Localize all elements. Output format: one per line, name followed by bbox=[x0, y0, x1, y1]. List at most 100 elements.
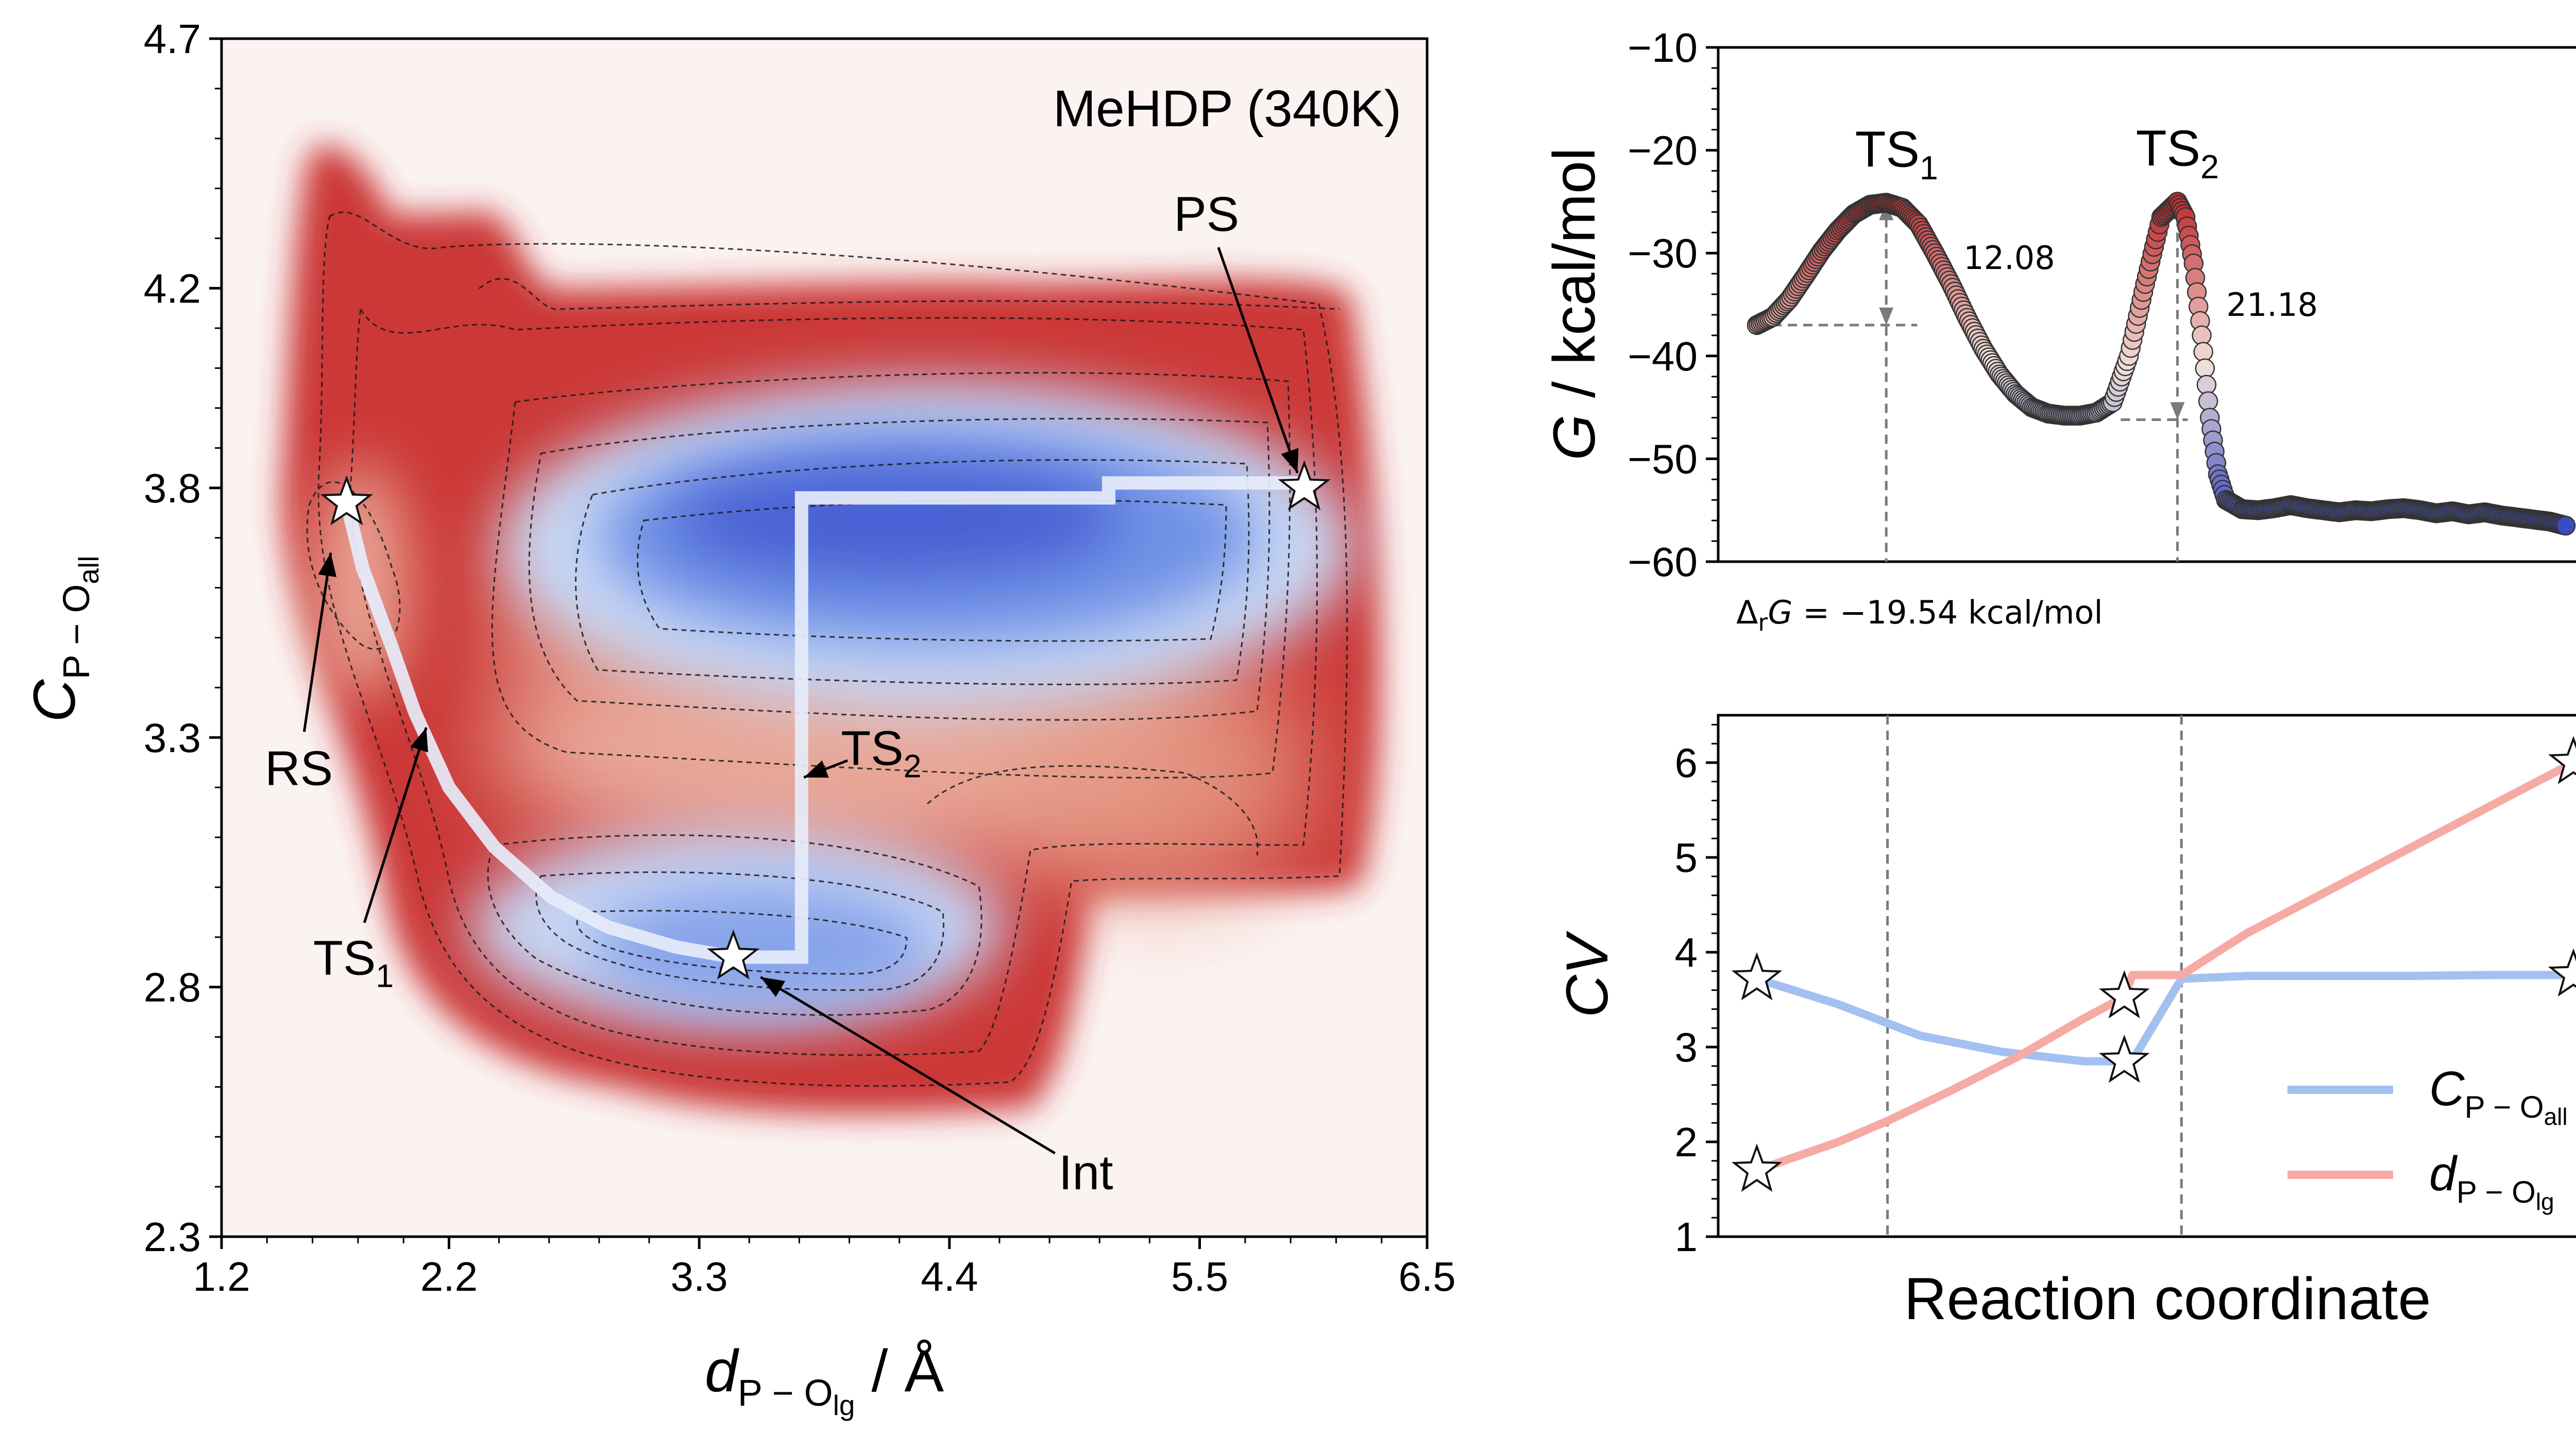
legend-label: dP − Olg bbox=[2429, 1146, 2554, 1215]
mfep-path bbox=[340, 476, 1304, 964]
legend-label-sub: P − O bbox=[2456, 1175, 2536, 1209]
barrier-label: 12.08 bbox=[1963, 239, 2055, 277]
annotation-arrowhead bbox=[318, 552, 337, 577]
ts-label-main: TS bbox=[2136, 120, 2200, 176]
fes-x-tick-label: 1.2 bbox=[193, 1254, 250, 1300]
annotation-label: PS bbox=[1174, 187, 1239, 242]
annotation-arrow bbox=[363, 727, 428, 923]
ts-label-sub: 1 bbox=[1920, 149, 1938, 187]
legend-label-main: C bbox=[2429, 1061, 2465, 1116]
annotation-label-main: RS bbox=[265, 741, 333, 796]
profile-y-tick-label: −50 bbox=[1628, 436, 1698, 482]
annotation-arrow bbox=[1217, 247, 1299, 474]
profile-ts-labels: TS1 TS2 bbox=[1855, 120, 2219, 186]
cv-star bbox=[2098, 1034, 2150, 1083]
fes-x-tick-label: 4.4 bbox=[921, 1254, 978, 1300]
ts-label: TS1 bbox=[1855, 121, 1938, 187]
cv-y-tick-label: 5 bbox=[1675, 835, 1698, 881]
basin-star bbox=[1278, 460, 1331, 511]
annotation-label-sub: 1 bbox=[376, 958, 394, 994]
cv-y-tick-label: 6 bbox=[1675, 740, 1698, 786]
annotation-arrowhead bbox=[760, 977, 786, 997]
cv-star bbox=[2548, 948, 2576, 997]
cv-stars bbox=[1731, 736, 2576, 1192]
annotation-arrow bbox=[302, 552, 332, 732]
barrier-arrow-down bbox=[1879, 307, 1894, 325]
profile-barrier-guides: 12.08 21.18 bbox=[1757, 201, 2318, 562]
ts-label: TS2 bbox=[2136, 120, 2219, 186]
cv-y-tick-label: 1 bbox=[1675, 1214, 1698, 1260]
fes-x-tick-label: 5.5 bbox=[1171, 1254, 1228, 1300]
ts-label-main: TS bbox=[1855, 121, 1920, 177]
profile-point bbox=[2198, 391, 2218, 411]
profile-point bbox=[2195, 358, 2215, 379]
profile-y-tick-label: −20 bbox=[1628, 128, 1698, 174]
legend-label-subsub: lg bbox=[2536, 1188, 2554, 1215]
fes-x-tick-label: 2.2 bbox=[420, 1254, 478, 1300]
annotation-label-main: Int bbox=[1059, 1145, 1113, 1200]
profile-y-tick-label: −30 bbox=[1628, 230, 1698, 276]
annotation-label: TS2 bbox=[841, 721, 921, 785]
fes-contours bbox=[306, 211, 1348, 1087]
cv-frame bbox=[1717, 714, 2576, 1238]
cv-xlabel: Reaction coordinate bbox=[1904, 1266, 2431, 1332]
cv-series-line bbox=[1755, 971, 2573, 1066]
annotation-arrowhead bbox=[410, 727, 428, 753]
barrier-arrow-down bbox=[2170, 402, 2185, 420]
cv-star bbox=[2098, 970, 2150, 1019]
legend-label-sub: P − O bbox=[2465, 1090, 2544, 1124]
profile-frame bbox=[1717, 46, 2576, 563]
legend-label: CP − Oall bbox=[2429, 1061, 2568, 1130]
fes-y-tick-label: 4.7 bbox=[144, 16, 201, 62]
cv-ticks: 1 2 3 4 5 6 bbox=[1675, 723, 1718, 1260]
barrier-label: 21.18 bbox=[2226, 286, 2318, 324]
annotation-label-sub: 2 bbox=[904, 748, 922, 784]
basin-star bbox=[320, 475, 373, 526]
cv-ylabel: CV bbox=[1554, 931, 1620, 1018]
cv-y-tick-label: 3 bbox=[1675, 1024, 1698, 1070]
fes-xlabel: dP − Olg / Å bbox=[705, 1338, 944, 1421]
annotation-label-main: PS bbox=[1174, 187, 1239, 242]
fes-basin-ps-core bbox=[670, 464, 1123, 577]
reaction-energy-note: ΔrG = −19.54 kcal/mol bbox=[1736, 594, 2103, 636]
annotation-arrowhead bbox=[804, 760, 829, 778]
profile-ylabel: G / kcal/mol bbox=[1541, 147, 1607, 460]
fes-y-tick-label: 2.8 bbox=[144, 965, 201, 1010]
profile-point bbox=[2196, 375, 2217, 395]
ts-label-sub: 2 bbox=[2200, 148, 2219, 186]
annotation-label: TS1 bbox=[313, 931, 394, 994]
cv-star bbox=[1731, 952, 1783, 1001]
fes-y-tick-label: 3.3 bbox=[144, 715, 201, 761]
cv-star bbox=[2548, 736, 2576, 784]
fes-ticks: 1.2 2.2 3.3 4.4 5.5 6.5 2.3 2.8 3.3 3.8 4.2 4.7 bbox=[144, 16, 1456, 1300]
fes-title: MeHDP (340K) bbox=[1053, 80, 1401, 138]
profile-point bbox=[2193, 342, 2213, 362]
profile-y-tick-label: −40 bbox=[1628, 333, 1698, 379]
annotation-label-main: TS bbox=[841, 721, 903, 776]
legend-label-subsub: all bbox=[2544, 1103, 2568, 1130]
fes-x-tick-label: 6.5 bbox=[1398, 1254, 1455, 1300]
profile-point bbox=[2555, 515, 2576, 536]
basin-star bbox=[707, 929, 760, 980]
cv-ts-lines bbox=[1886, 715, 2183, 1237]
profile-ticks: −60 −50 −40 −30 −20 −10 bbox=[1628, 25, 1718, 585]
fes-y-tick-label: 3.8 bbox=[144, 465, 201, 511]
annotation-arrow bbox=[760, 976, 1056, 1155]
cv-y-tick-label: 2 bbox=[1675, 1119, 1698, 1165]
fes-stars bbox=[320, 460, 1331, 980]
fes-basin-int-inner bbox=[592, 886, 933, 1010]
fes-surface bbox=[281, 145, 1381, 1114]
annotation-label: Int bbox=[1059, 1145, 1113, 1200]
fes-light-zone bbox=[1005, 644, 1314, 902]
profile-y-tick-label: −10 bbox=[1628, 25, 1698, 71]
annotation-arrowhead bbox=[1281, 448, 1299, 473]
annotation-label: RS bbox=[265, 741, 333, 796]
cv-y-tick-label: 4 bbox=[1675, 930, 1698, 975]
fes-x-tick-label: 3.3 bbox=[671, 1254, 728, 1300]
legend-label-main: d bbox=[2429, 1146, 2458, 1201]
